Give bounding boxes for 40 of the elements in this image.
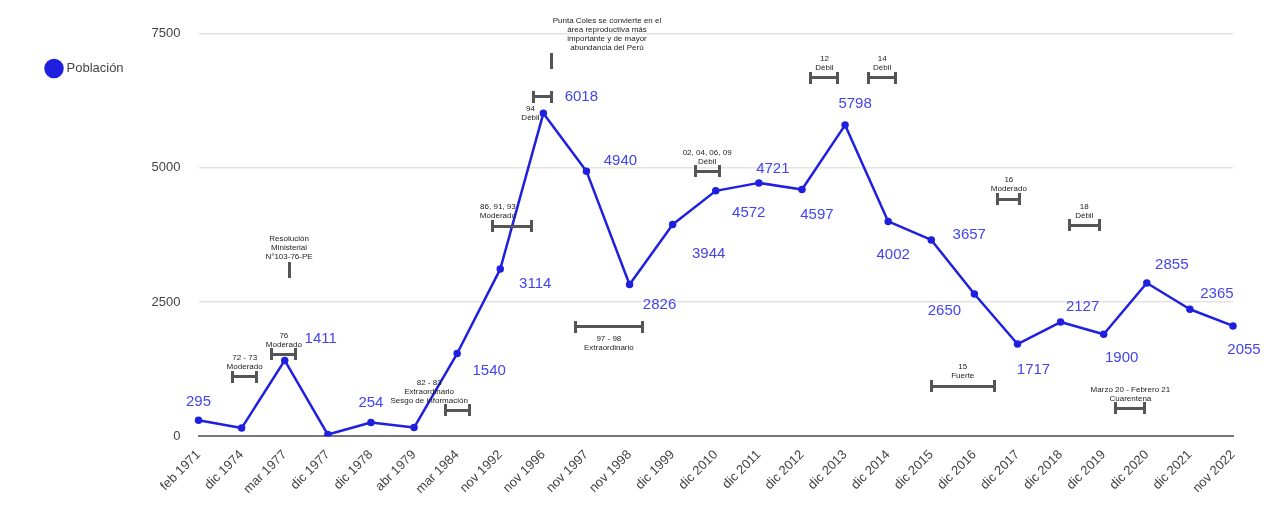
y-tick-label: 5000 xyxy=(151,159,181,175)
annotation: 72 - 73 Moderado xyxy=(226,352,264,371)
legend-label: Población xyxy=(66,60,124,76)
data-label: 2365 xyxy=(1200,284,1234,302)
annotation: 76 Moderado xyxy=(265,330,303,349)
data-label: 2055 xyxy=(1227,340,1261,358)
data-label: 5798 xyxy=(838,94,872,112)
annotation: 15 Fuerte xyxy=(951,362,975,381)
annotation: Resolución Ministerial N°103-76-PE xyxy=(265,234,313,262)
y-tick-label: 2500 xyxy=(151,293,181,309)
annotation: 16 Moderado xyxy=(990,175,1028,194)
data-label: 4597 xyxy=(800,204,834,222)
y-tick-label: 0 xyxy=(173,427,181,443)
data-label: 1411 xyxy=(304,328,337,346)
data-label: 4002 xyxy=(876,244,910,262)
data-label: 6018 xyxy=(564,87,599,105)
annotation: Marzo 20 - Febrero 21 Cuarentena xyxy=(1090,384,1171,403)
data-label: 254 xyxy=(358,392,384,410)
annotation: 97 - 98 Extraordinario xyxy=(583,333,635,352)
data-label: 1900 xyxy=(1105,348,1139,366)
data-label: 1717 xyxy=(1016,360,1051,378)
data-label: 295 xyxy=(186,392,212,410)
data-label: 4721 xyxy=(756,159,790,177)
data-label: 1540 xyxy=(472,360,506,378)
data-label: 3114 xyxy=(519,274,552,292)
annotation: 18 Débil xyxy=(1075,201,1094,220)
data-label: 4940 xyxy=(603,151,638,169)
annotation: Punta Coles se convierte en el área reproductiva más importante y de mayor abundancia del Perú xyxy=(552,15,662,52)
annotation: 94 Débil xyxy=(521,103,540,122)
data-label: 3944 xyxy=(691,243,726,261)
data-label: 2127 xyxy=(1065,297,1100,315)
data-label: 2855 xyxy=(1155,255,1189,273)
y-tick-label: 7500 xyxy=(151,25,181,41)
annotation: 12 Débil xyxy=(815,53,834,72)
data-label: 2826 xyxy=(642,294,677,312)
data-label: 2650 xyxy=(927,301,962,319)
data-label: 3657 xyxy=(952,225,986,243)
data-label: 4572 xyxy=(732,203,766,221)
annotation: 14 Débil xyxy=(873,53,892,72)
annotation: 02, 04, 06, 09 Débil xyxy=(682,147,733,166)
